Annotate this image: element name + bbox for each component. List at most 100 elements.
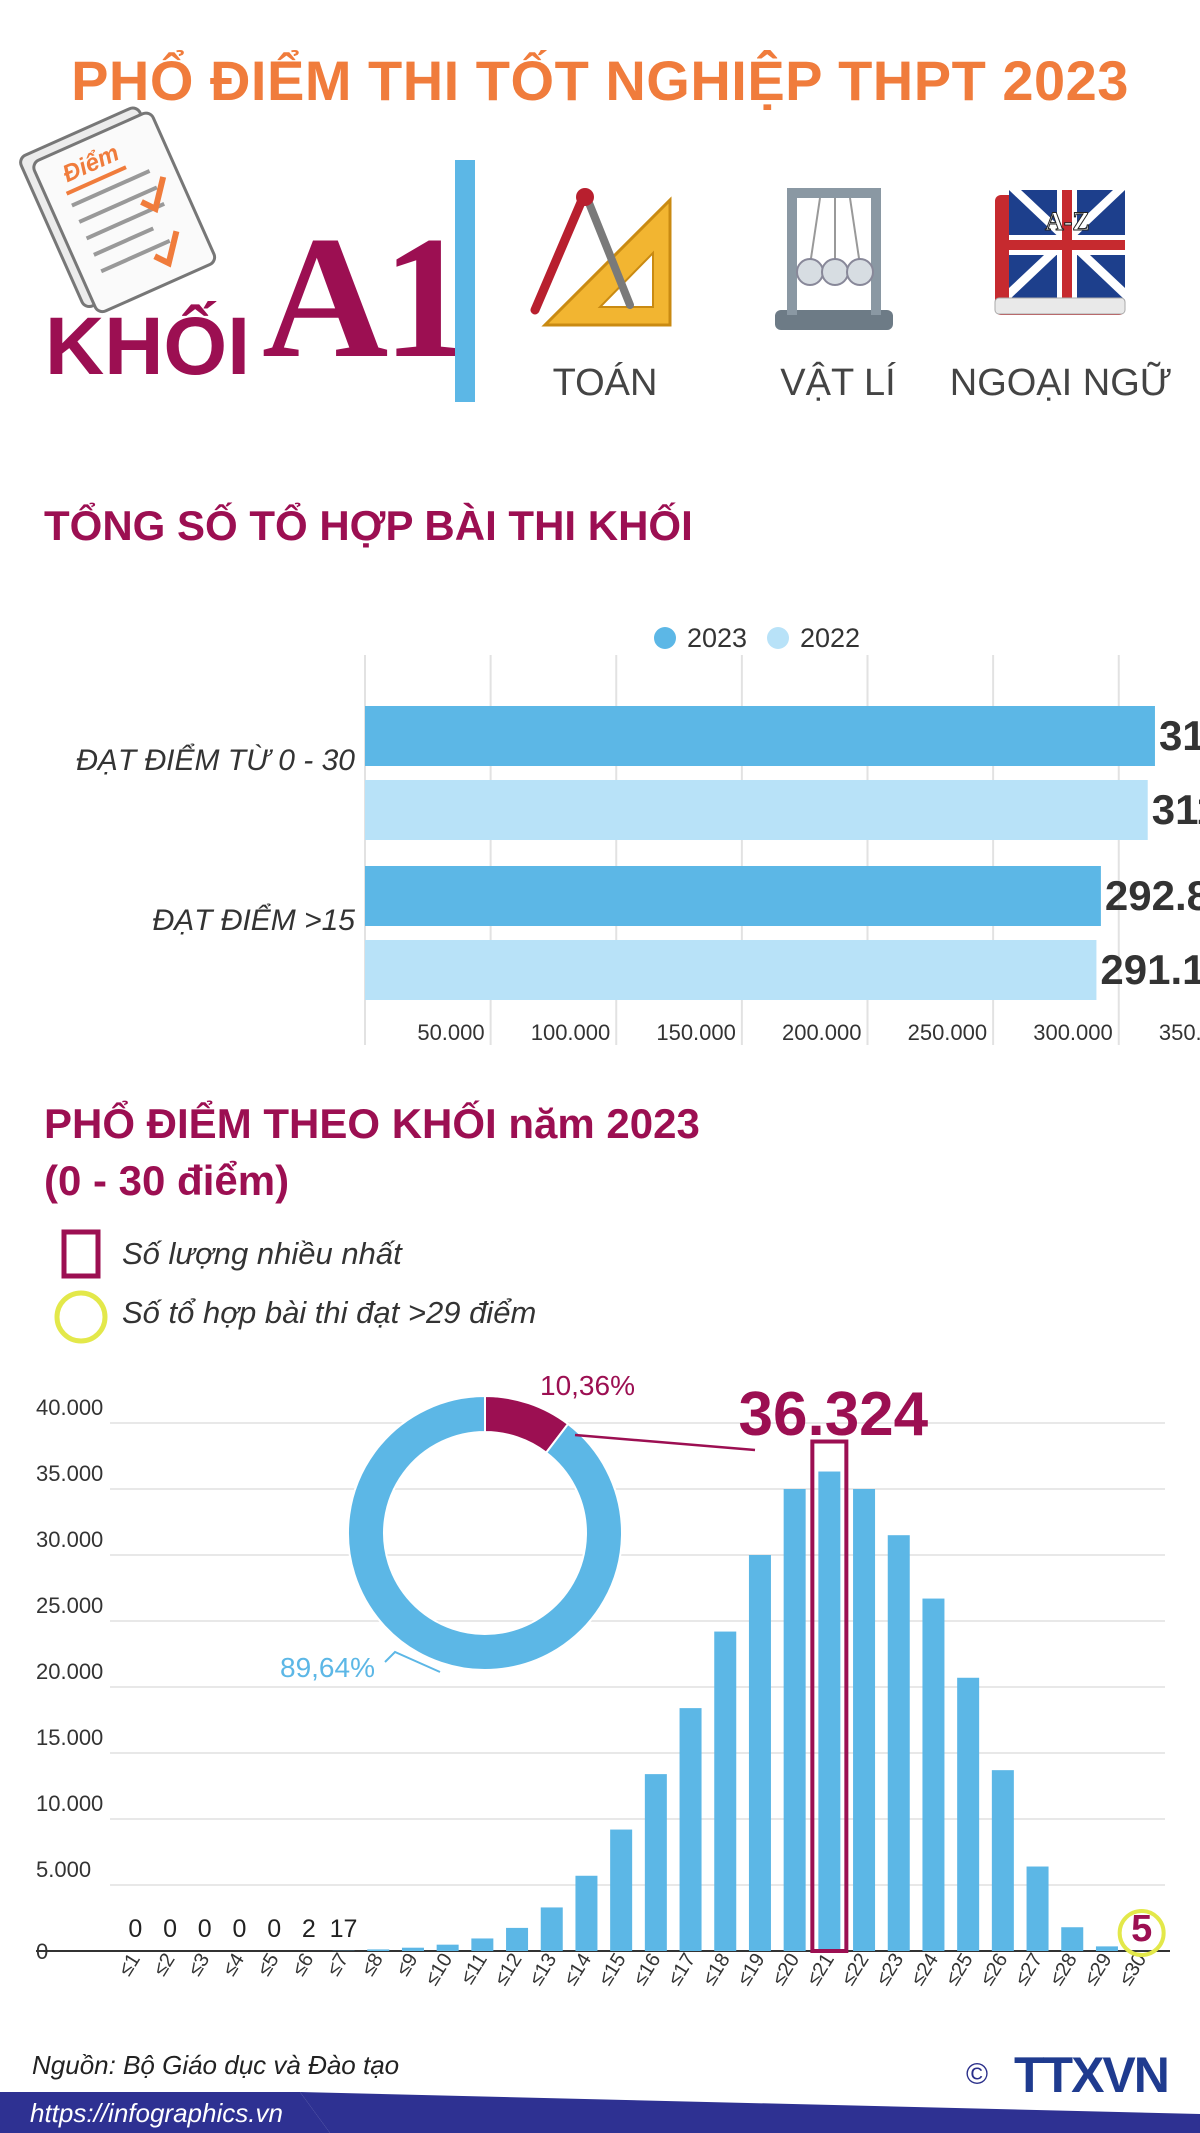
v-xtick-label: ≤8 [357, 1950, 387, 1980]
v-xtick-label: ≤2 [149, 1950, 179, 1980]
v-xtick-label: ≤4 [219, 1950, 249, 1980]
v-xtick-label: ≤12 [490, 1950, 526, 1990]
v-ytick-label: 30.000 [36, 1527, 103, 1552]
h-legend-label: 2023 [687, 623, 747, 653]
v-bar [818, 1471, 841, 1951]
v-bar [367, 1949, 390, 1951]
over29-value-label: 5 [1131, 1908, 1152, 1950]
v-bar [748, 1555, 771, 1951]
v-bar [540, 1907, 563, 1951]
h-bar [365, 780, 1148, 840]
h-bar [365, 866, 1101, 926]
legend-max-swatch [61, 1229, 101, 1279]
v-ytick-label: 35.000 [36, 1461, 103, 1486]
subject-label-math: TOÁN [552, 362, 658, 404]
h-bar-value-label: 314.412 [1159, 712, 1200, 759]
v-xtick-label: ≤7 [323, 1950, 353, 1980]
footer-url[interactable]: https://infographics.vn [30, 2098, 283, 2128]
v-bar-value-label: 0 [163, 1915, 177, 1943]
v-bar-value-label: 0 [232, 1915, 246, 1943]
h-xtick-label: 350.000 [1159, 1020, 1200, 1045]
v-xtick-label: ≤10 [421, 1950, 457, 1990]
v-xtick-label: ≤21 [803, 1950, 839, 1990]
h-legend-marker [767, 627, 789, 649]
v-bar [644, 1774, 667, 1951]
v-xtick-label: ≤6 [288, 1950, 318, 1980]
score-sheet-icon: Điểm [19, 106, 217, 314]
v-bar [957, 1677, 980, 1951]
v-bar [679, 1708, 702, 1951]
v-xtick-label: ≤28 [1046, 1950, 1082, 1990]
v-ytick-label: 15.000 [36, 1725, 103, 1750]
ruler-compass-icon [530, 188, 672, 327]
max-value-label: 36.324 [739, 1380, 929, 1449]
header-divider [455, 160, 475, 402]
v-xtick-label: ≤20 [768, 1950, 804, 1990]
v-bar [714, 1631, 737, 1951]
footer-source: Nguồn: Bộ Giáo dục và Đào tạo [32, 2050, 400, 2080]
subject-label-physics: VẬT LÍ [780, 362, 896, 404]
v-bar-value-label: 2 [302, 1915, 316, 1943]
khoi-label: KHỐI [45, 301, 250, 392]
v-xtick-label: ≤3 [184, 1950, 214, 1980]
v-bar [1026, 1866, 1049, 1951]
v-ytick-label: 40.000 [36, 1395, 103, 1420]
copyright-icon: © [966, 2058, 989, 2091]
h-bar-value-label: 292.893 [1105, 872, 1200, 919]
legend-over29-label: Số tổ hợp bài thi đạt >29 điểm [122, 1295, 537, 1330]
v-xtick-label: ≤15 [594, 1950, 630, 1990]
v-xtick-label: ≤26 [976, 1950, 1012, 1990]
v-xtick-label: ≤19 [733, 1950, 769, 1990]
v-xtick-label: ≤18 [699, 1950, 735, 1990]
h-legend-label: 2022 [800, 623, 860, 653]
legend-max-label: Số lượng nhiều nhất [122, 1236, 402, 1271]
v-xtick-label: ≤24 [907, 1950, 943, 1990]
v-bar [575, 1875, 598, 1951]
section2-title-line1: PHỔ ĐIỂM THEO KHỐI năm 2023 [44, 1100, 700, 1147]
v-xtick-label: ≤16 [629, 1950, 665, 1990]
v-bar-value-label: 0 [128, 1915, 142, 1943]
v-bar [1061, 1927, 1084, 1951]
v-bar [1095, 1946, 1118, 1951]
section1-title: TỔNG SỐ TỔ HỢP BÀI THI KHỐI [44, 502, 693, 549]
h-xtick-label: 300.000 [1033, 1020, 1113, 1045]
donut-label-blue: 89,64% [280, 1652, 375, 1683]
v-bar [436, 1944, 459, 1951]
english-book-icon: A-Z [994, 190, 1126, 315]
v-xtick-label: ≤13 [525, 1950, 561, 1990]
v-xtick-label: ≤9 [392, 1950, 422, 1980]
v-bar [471, 1938, 494, 1951]
subject-label-english: NGOẠI NGỮ [949, 362, 1173, 404]
v-ytick-label: 20.000 [36, 1659, 103, 1684]
v-bar-value-label: 0 [267, 1915, 281, 1943]
v-bar [610, 1829, 633, 1951]
v-bar-value-label: 17 [330, 1915, 358, 1943]
h-bar [365, 706, 1155, 766]
page-title: PHỔ ĐIỂM THI TỐT NGHIỆP THPT 2023 [71, 49, 1129, 112]
over29-highlight-circle [1117, 1909, 1166, 1957]
v-xtick-label: ≤23 [872, 1950, 908, 1990]
h-xtick-label: 200.000 [782, 1020, 862, 1045]
v-bar [401, 1947, 424, 1951]
v-ytick-label: 25.000 [36, 1593, 103, 1618]
newton-cradle-icon [775, 188, 893, 330]
v-bar [506, 1927, 529, 1951]
v-xtick-label: ≤11 [456, 1950, 491, 1989]
v-bar [922, 1598, 945, 1951]
ttxvn-logo-subtitle: Vietnam News Agency [1030, 2100, 1130, 2111]
v-xtick-label: ≤27 [1011, 1950, 1047, 1990]
h-bar [365, 940, 1097, 1000]
v-bar-value-label: 0 [198, 1915, 212, 1943]
v-bar [887, 1535, 910, 1951]
v-xtick-label: ≤29 [1080, 1950, 1116, 1990]
section2-title-line2: (0 - 30 điểm) [44, 1157, 290, 1204]
donut-leader-blue [384, 1650, 441, 1673]
v-xtick-label: ≤5 [253, 1950, 283, 1980]
book-icon-text: A-Z [1045, 207, 1090, 236]
v-bar [853, 1489, 876, 1951]
h-bar-value-label: 311.532 [1152, 786, 1200, 833]
v-bar [783, 1489, 806, 1951]
donut-label-maroon: 10,36% [540, 1370, 635, 1401]
legend-over29-swatch [54, 1290, 108, 1344]
v-xtick-label: ≤22 [837, 1950, 873, 1990]
